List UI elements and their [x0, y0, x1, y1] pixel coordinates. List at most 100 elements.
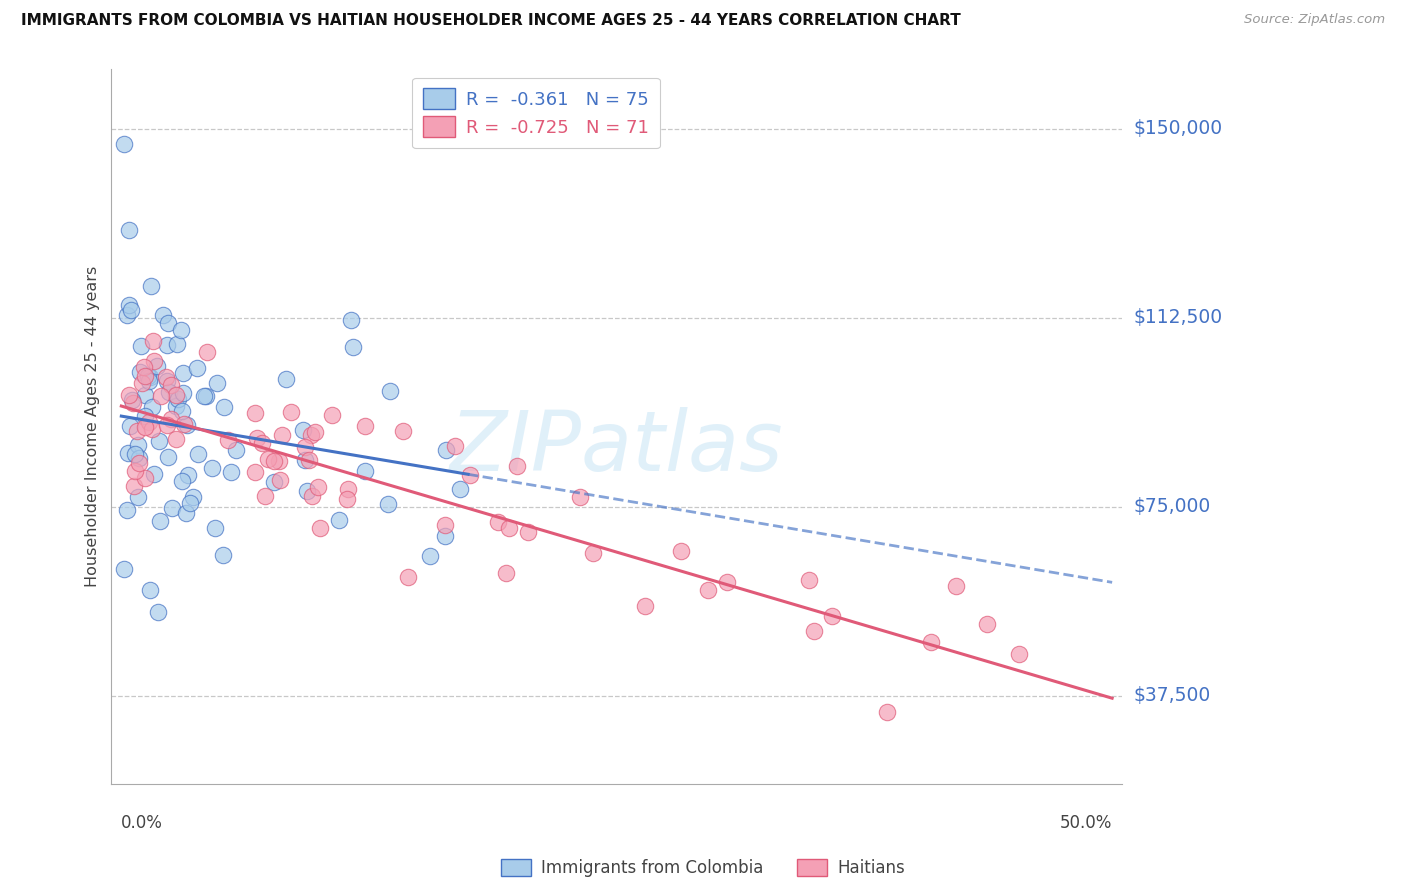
Point: [225, 443, 247, 458]
Point: [172, 385, 194, 400]
Point: [433, 529, 456, 543]
Point: [128, 450, 150, 465]
Point: [174, 506, 197, 520]
Point: [134, 369, 156, 384]
Point: [141, 422, 163, 436]
Point: [131, 376, 153, 391]
Point: [152, 308, 174, 322]
Point: [309, 521, 332, 535]
Point: [120, 418, 142, 433]
Point: [118, 298, 141, 312]
Point: [162, 500, 184, 515]
Text: $75,000: $75,000: [1133, 497, 1211, 516]
Point: [1008, 647, 1031, 661]
Point: [301, 489, 323, 503]
Point: [156, 374, 179, 388]
Point: [299, 428, 322, 442]
Legend: Immigrants from Colombia, Haitians: Immigrants from Colombia, Haitians: [495, 852, 911, 884]
Point: [486, 515, 509, 529]
Point: [797, 574, 820, 588]
Point: [129, 365, 152, 379]
Point: [136, 369, 159, 384]
Point: [976, 617, 998, 632]
Point: [170, 474, 193, 488]
Point: [821, 609, 844, 624]
Point: [148, 434, 170, 448]
Point: [207, 376, 229, 391]
Point: [172, 366, 194, 380]
Point: [276, 371, 298, 385]
Point: [156, 338, 179, 352]
Point: [336, 492, 359, 507]
Point: [112, 562, 135, 576]
Point: [506, 459, 529, 474]
Point: [132, 359, 155, 374]
Point: [138, 415, 160, 429]
Point: [945, 579, 967, 593]
Point: [127, 490, 149, 504]
Point: [170, 323, 193, 337]
Point: [157, 384, 180, 399]
Point: [112, 137, 135, 152]
Point: [165, 399, 187, 413]
Point: [354, 464, 377, 478]
Point: [582, 546, 605, 560]
Legend: R =  -0.361   N = 75, R =  -0.725   N = 71: R = -0.361 N = 75, R = -0.725 N = 71: [412, 78, 659, 148]
Point: [498, 521, 520, 535]
Point: [142, 334, 165, 348]
Text: $112,500: $112,500: [1133, 309, 1222, 327]
Point: [172, 404, 194, 418]
Point: [186, 360, 208, 375]
Point: [117, 503, 139, 517]
Point: [160, 378, 183, 392]
Point: [125, 424, 148, 438]
Point: [354, 419, 377, 434]
Point: [193, 388, 215, 402]
Point: [139, 279, 162, 293]
Point: [201, 461, 224, 475]
Point: [342, 340, 364, 354]
Point: [671, 544, 693, 558]
Point: [115, 309, 138, 323]
Point: [211, 548, 233, 562]
Text: IMMIGRANTS FROM COLOMBIA VS HAITIAN HOUSEHOLDER INCOME AGES 25 - 44 YEARS CORREL: IMMIGRANTS FROM COLOMBIA VS HAITIAN HOUS…: [21, 13, 960, 29]
Point: [256, 452, 278, 467]
Point: [173, 417, 195, 431]
Point: [212, 400, 235, 414]
Point: [495, 566, 517, 580]
Point: [458, 468, 481, 483]
Point: [250, 436, 273, 450]
Point: [176, 417, 198, 432]
Y-axis label: Householder Income Ages 25 - 44 years: Householder Income Ages 25 - 44 years: [86, 266, 100, 587]
Point: [569, 490, 592, 504]
Point: [143, 353, 166, 368]
Point: [304, 425, 326, 440]
Point: [328, 513, 350, 527]
Point: [253, 489, 276, 503]
Point: [392, 425, 415, 439]
Point: [134, 471, 156, 485]
Point: [138, 582, 160, 597]
Point: [219, 465, 242, 479]
Point: [146, 605, 169, 619]
Point: [138, 374, 160, 388]
Point: [156, 316, 179, 330]
Point: [124, 479, 146, 493]
Point: [920, 635, 942, 649]
Point: [217, 433, 239, 447]
Text: 0.0%: 0.0%: [121, 814, 163, 832]
Point: [128, 456, 150, 470]
Point: [118, 388, 141, 402]
Point: [165, 432, 187, 446]
Point: [297, 483, 319, 498]
Point: [166, 392, 188, 406]
Point: [134, 409, 156, 423]
Point: [419, 549, 441, 564]
Point: [443, 439, 465, 453]
Point: [245, 465, 267, 479]
Point: [517, 524, 540, 539]
Point: [803, 624, 825, 639]
Point: [269, 473, 291, 487]
Point: [165, 388, 187, 402]
Point: [121, 395, 143, 409]
